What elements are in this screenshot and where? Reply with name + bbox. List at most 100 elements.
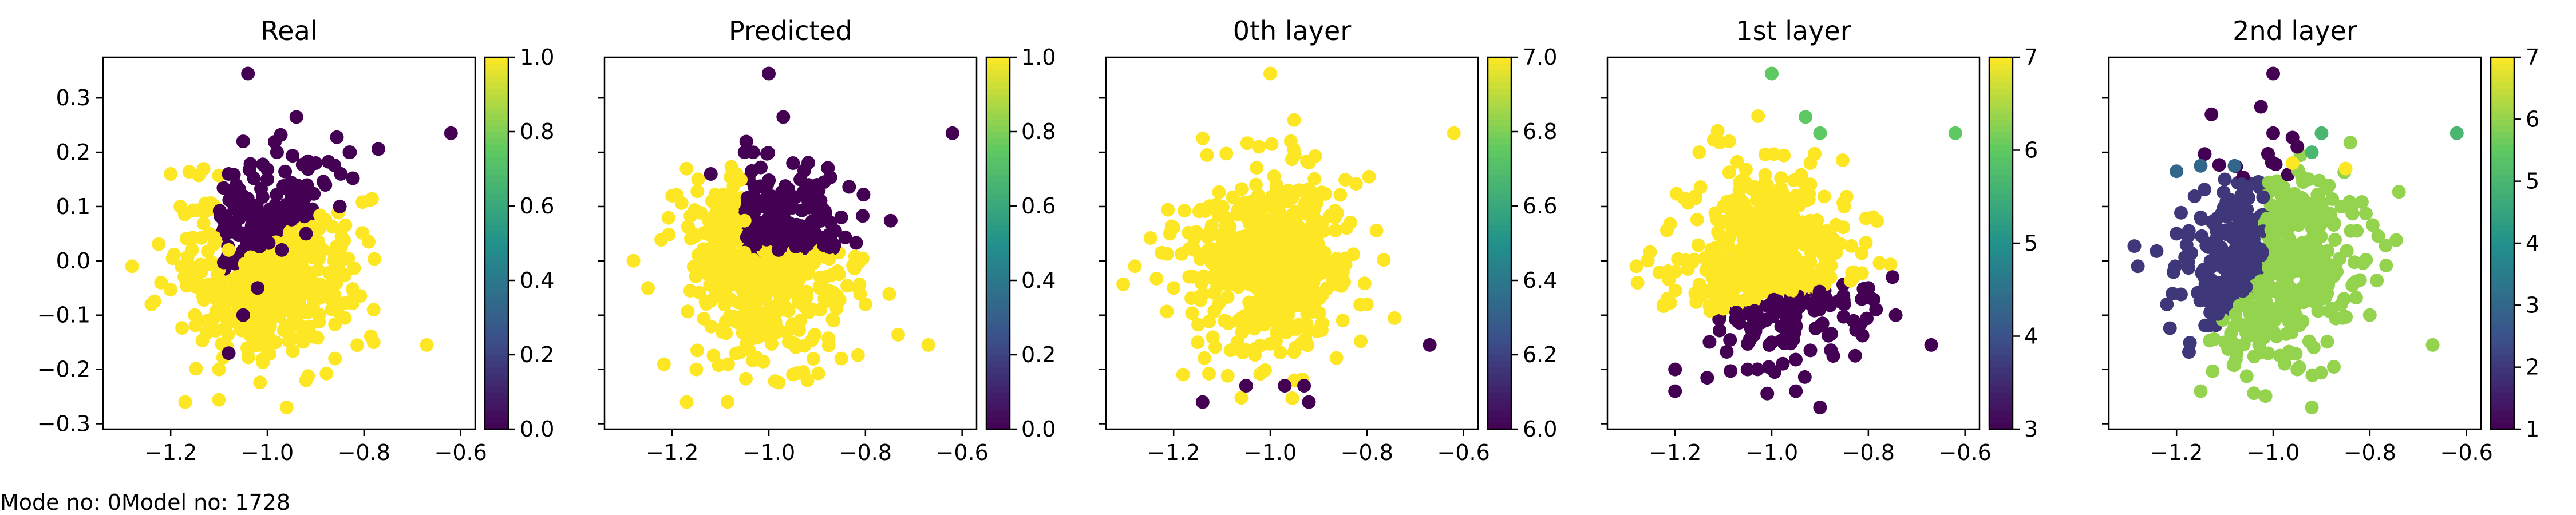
scatter-point [1282,298,1296,312]
scatter-point [2266,66,2280,81]
scatter-point [1751,109,1765,123]
colorbar-band [1989,355,2013,362]
scatter-point [1827,232,1840,247]
scatter-point [700,297,713,311]
colorbar-band [1488,423,1511,430]
scatter-point [2389,233,2403,247]
scatter-point [1722,165,1736,180]
colorbar-band [986,218,1010,225]
colorbar-band [2491,318,2514,324]
scatter-point [800,284,813,299]
colorbar-band [1488,100,1511,108]
colorbar-band [986,330,1010,337]
scatter-point [1859,211,1873,225]
colorbar-band [2491,423,2514,430]
colorbar-band [1488,82,1511,89]
scatter-point [2237,338,2251,352]
scatter-point [2238,228,2252,243]
scatter-point [1713,136,1727,150]
scatter-point [690,343,704,358]
scatter-point [2345,207,2360,221]
scatter-point [1765,245,1779,259]
scatter-point [1693,180,1708,194]
scatter-point [1729,306,1744,320]
colorbar-tick-label: 0.0 [1021,417,1056,442]
scatter-point [2212,158,2226,172]
scatter-point [1207,304,1222,318]
colorbar-band [2491,404,2514,411]
colorbar-band [986,255,1010,263]
colorbar-band [2491,323,2514,331]
scatter-point [1737,196,1751,211]
scatter-point [1236,346,1250,360]
scatter-point [762,66,776,81]
scatter-point [236,189,250,203]
scatter-point [1779,250,1793,264]
colorbar-band [485,243,508,250]
scatter-point [1223,343,1238,358]
scatter-point [2170,164,2184,179]
colorbar-band [2491,292,2514,300]
scatter-point [254,307,268,321]
scatter-point [289,302,303,315]
scatter-point [322,266,336,280]
scatter-point [2289,243,2304,257]
scatter-point [1706,302,1721,316]
colorbar-band [2491,187,2514,195]
colorbar-band [2491,137,2514,145]
scatter-point [1803,156,1818,170]
colorbar-band [2491,212,2514,219]
scatter-point [882,287,896,301]
scatter-point [737,308,752,322]
scatter-point [188,318,203,332]
scatter-point [769,325,784,339]
colorbar-band [485,423,508,430]
scatter-point [1796,194,1810,208]
scatter-point [1725,224,1740,238]
colorbar-band [986,286,1010,294]
colorbar-band [1488,330,1511,337]
scatter-point [1724,364,1738,378]
scatter-point [299,373,313,387]
colorbar-band [485,69,508,77]
scatter-point [2194,210,2208,224]
colorbar-band [986,243,1010,250]
scatter-point [825,285,840,299]
colorbar-band [485,355,508,362]
scatter-point [1346,247,1361,262]
colorbar-band [2491,237,2514,244]
scatter-point [262,213,276,228]
colorbar-band [1488,125,1511,132]
colorbar-band [1989,255,2013,263]
scatter-point [1747,225,1761,240]
scatter-point [851,348,865,362]
scatter-point [1220,290,1235,304]
scatter-point [764,337,779,351]
scatter-point [1692,145,1706,160]
scatter-point [2371,229,2385,243]
scatter-point [2254,100,2268,114]
scatter-point [1206,330,1220,344]
scatter-point [1668,264,1682,279]
scatter-point [219,225,234,240]
scatter-point [330,130,344,144]
scatter-point [1797,237,1812,252]
scatter-point [1191,335,1205,350]
scatter-point [1924,338,1938,352]
colorbar-band [2491,367,2514,374]
scatter-point [1198,351,1212,365]
scatter-point [1264,193,1278,208]
scatter-point [1754,315,1768,330]
colorbar-band [1488,404,1511,411]
scatter-point [1294,336,1309,350]
colorbar-tick-label: 0.8 [520,119,554,144]
scatter-point [1155,245,1169,260]
colorbar-band [2491,132,2514,138]
scatter-point [315,243,330,257]
scatter-point [818,204,832,219]
colorbar-band [485,255,508,263]
colorbar-band [1488,181,1511,188]
colorbar-band [1488,150,1511,157]
colorbar-band [1989,280,2013,287]
